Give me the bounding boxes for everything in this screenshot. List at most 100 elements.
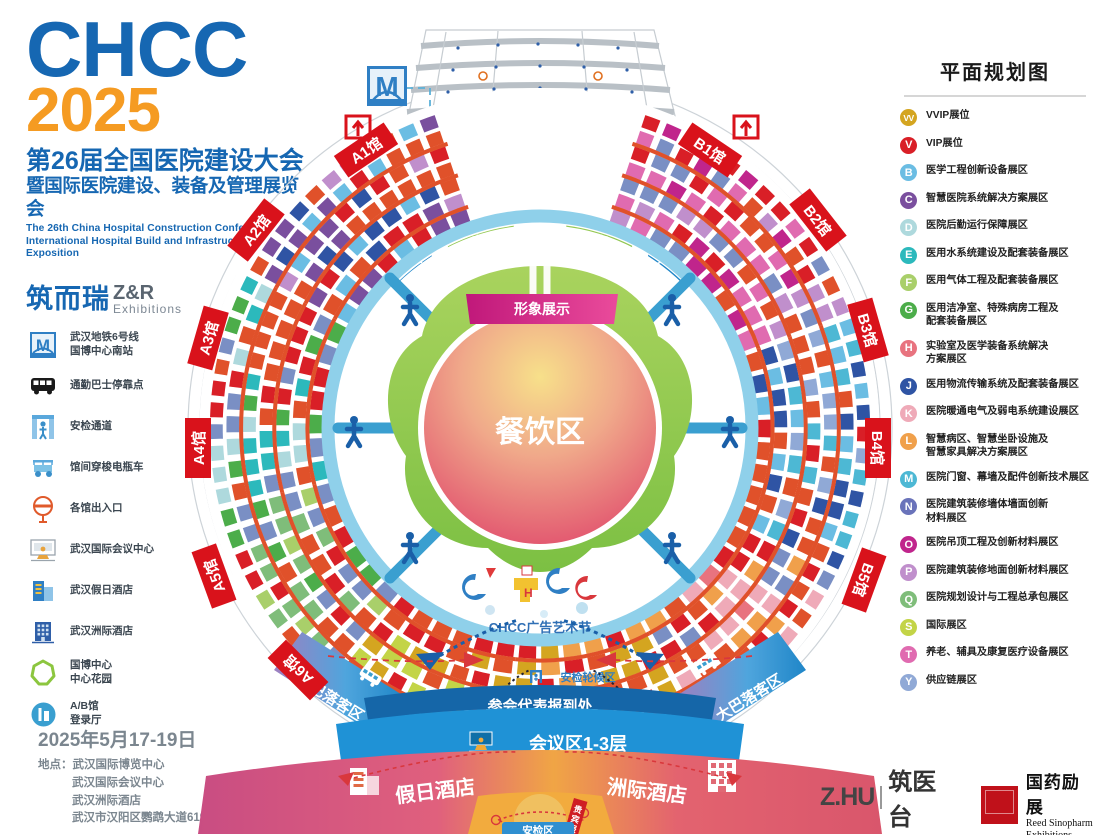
food-court-zone[interactable]: 餐饮区 [418,306,662,550]
zone-legend-item-s[interactable]: S 国际展区 [900,618,1090,636]
booth-cell[interactable] [809,255,831,277]
booth-cell[interactable] [805,400,821,419]
booth-cell[interactable] [737,169,760,191]
booth-cell[interactable] [288,200,311,223]
zone-legend-item-k[interactable]: K 医院暖通电气及弱电系统建设展区 [900,405,1090,423]
booth-cell[interactable] [855,403,871,421]
booth-cell[interactable] [214,486,233,506]
booth-cell[interactable] [276,450,293,469]
hall-entrance-marker-a1[interactable] [344,114,372,140]
booth-cell[interactable] [209,401,225,419]
booth-cell[interactable] [797,235,820,258]
booth-cell[interactable] [784,217,806,240]
booth-cell[interactable] [292,399,308,419]
booth-cell[interactable] [274,217,296,240]
booth-cell[interactable] [823,413,838,431]
booth-cell[interactable] [243,569,265,591]
booth-cell[interactable] [260,235,283,258]
booth-cell[interactable] [516,660,537,676]
booth-cell[interactable] [853,381,870,400]
booth-cell[interactable] [308,413,324,435]
zone-legend-item-b[interactable]: B 医学工程创新设备展区 [900,164,1090,181]
booth-cell[interactable] [540,660,562,676]
booth-cell[interactable] [640,114,662,134]
exhibition-floorplan-map[interactable]: M 大巴上客区 [178,8,902,834]
zone-legend-item-j[interactable]: J 医用物流传输系统及配套装备展区 [900,377,1090,395]
booth-cell[interactable] [806,422,822,441]
booth-cell[interactable] [304,184,327,207]
zone-legend-item-n[interactable]: N 医院建筑装修墙体墙面创新 材料展区 [900,498,1090,526]
booth-cell[interactable] [275,408,291,426]
booth-cell[interactable] [849,360,867,379]
booth-cell[interactable] [260,384,277,405]
booth-cell[interactable] [210,379,227,398]
booth-cell[interactable] [820,275,842,297]
booth-cell[interactable] [822,434,838,452]
booth-cell[interactable] [258,430,274,449]
zone-legend-item-l[interactable]: L 智慧病区、智慧坐卧设施及 智慧家具解决方案展区 [900,432,1090,461]
booth-cell[interactable] [239,275,260,296]
booth-cell[interactable] [756,418,772,439]
exhibition-booth-ring[interactable] [199,88,880,768]
booth-cell[interactable] [836,457,853,476]
image-display-banner[interactable]: 形象展示 [466,294,618,324]
booth-cell[interactable] [225,415,241,434]
booth-cell[interactable] [320,169,343,191]
booth-cell[interactable] [242,415,257,433]
booth-cell[interactable] [209,444,226,462]
metro-station-badge[interactable]: M [367,66,407,106]
booth-cell[interactable] [217,336,236,356]
booth-cell[interactable] [242,394,259,412]
booth-cell[interactable] [803,588,826,611]
booth-cell[interactable] [753,184,776,207]
zone-legend-item-h[interactable]: H 实验室及医学装备系统解决 方案展区 [900,339,1090,368]
booth-cell[interactable] [230,295,251,316]
booth-cell[interactable] [244,458,261,477]
booth-cell[interactable] [825,549,846,571]
security-area-pill[interactable]: 安检区 [502,822,574,834]
zone-legend-item-y[interactable]: Y 供应链展区 [900,673,1090,691]
booth-cell[interactable] [276,387,293,406]
hall-label-a4[interactable]: A4馆 [185,418,211,478]
booth-cell[interactable] [418,114,440,134]
booth-cell[interactable] [837,389,854,409]
booth-cell[interactable] [770,387,787,408]
hall-entrance-marker-b1[interactable] [732,114,760,140]
booth-cell[interactable] [839,435,855,454]
booth-cell[interactable] [226,392,242,411]
zone-legend-item-f[interactable]: F 医用气体工程及配套装备展区 [900,274,1090,291]
hall-label-b4[interactable]: B4馆 [865,418,891,478]
zone-legend-item-m[interactable]: M 医院门窗、幕墙及配件创新技术展区 [900,470,1090,488]
booth-cell[interactable] [821,391,838,410]
booth-cell[interactable] [267,607,289,630]
bottom-security-wait[interactable]: 安检轮候区 [503,669,619,689]
booth-cell[interactable] [223,315,243,336]
booth-cell[interactable] [847,489,865,509]
zone-legend-item-d[interactable]: D 医院后勤运行保障展区 [900,219,1090,236]
booth-cell[interactable] [234,549,255,571]
booth-cell[interactable] [211,465,228,484]
zone-legend-item-t[interactable]: T 养老、辅具及康复医疗设备展区 [900,646,1090,664]
booth-cell[interactable] [841,509,860,530]
booth-cell[interactable] [219,507,239,528]
booth-cell[interactable] [242,437,258,455]
booth-cell[interactable] [820,455,837,474]
booth-cell[interactable] [225,437,242,456]
booth-cell[interactable] [254,588,277,611]
booth-cell[interactable] [260,451,277,472]
hotel-band[interactable]: 假日酒店 贵 宾 报 到 安检区 [198,750,882,834]
booth-cell[interactable] [397,122,419,143]
zone-legend-item-g[interactable]: G 医用洁净室、特殊病房工程及 配套装备展区 [900,301,1090,330]
zone-legend-item-vv[interactable]: VV VVIP展位 [900,109,1090,126]
booth-cell[interactable] [804,444,821,463]
booth-cell[interactable] [815,569,837,591]
zone-legend-item-p[interactable]: P 医院建筑装修地面创新材料展区 [900,563,1090,581]
booth-cell[interactable] [209,423,224,440]
booth-cell[interactable] [791,607,813,630]
booth-cell[interactable] [226,528,246,550]
zone-legend-item-q[interactable]: Q 医院规划设计与工程总承包展区 [900,591,1090,609]
booth-cell[interactable] [292,444,309,464]
booth-cell[interactable] [540,644,560,660]
booth-cell[interactable] [292,422,307,442]
booth-cell[interactable] [839,412,855,431]
